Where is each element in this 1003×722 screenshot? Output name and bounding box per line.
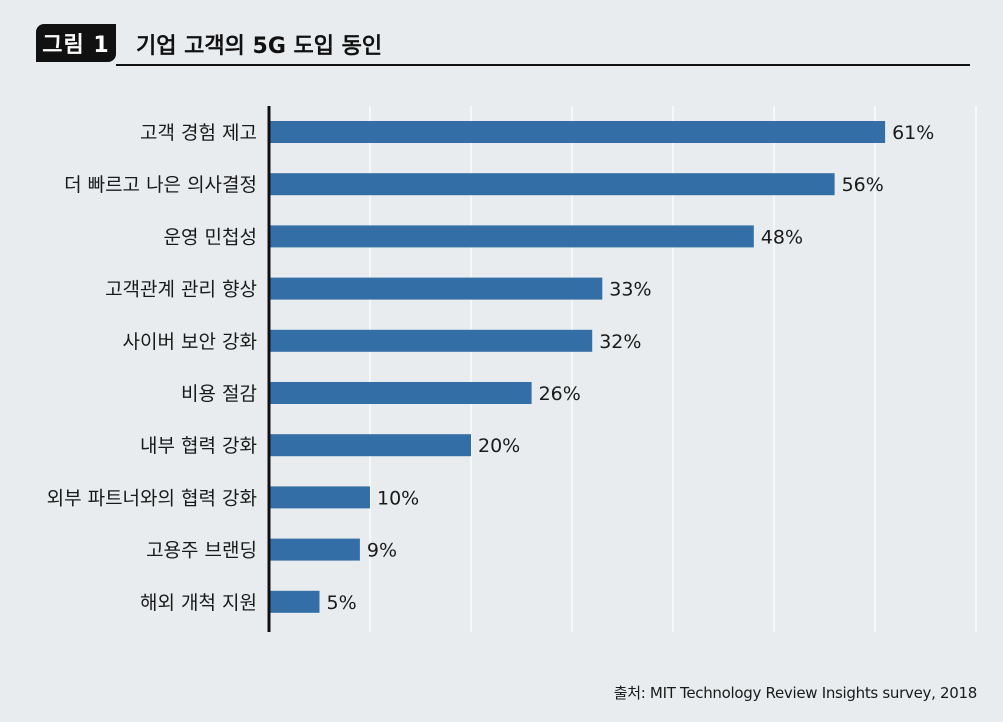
bar [269,121,886,143]
bar [269,434,471,457]
value-label: 61% [892,122,934,144]
category-label: 해외 개척 지원 [140,592,257,614]
bar [269,277,603,300]
header-rule [116,64,970,66]
source-note: 출처: MIT Technology Review Insights surve… [613,684,978,702]
bar [269,590,320,613]
category-label: 운영 민첩성 [164,226,257,248]
bar [269,382,532,404]
category-label: 고객관계 관리 향상 [105,279,257,301]
value-label: 5% [327,592,357,614]
value-label: 9% [367,540,397,562]
category-label: 사이버 보안 강화 [123,331,257,353]
category-label: 비용 절감 [181,383,257,405]
value-label: 56% [842,174,884,196]
figure-title: 기업 고객의 5G 도입 동인 [136,34,383,59]
bar [269,225,754,248]
bar [269,538,360,561]
value-label: 32% [599,331,641,353]
figure-label: 그림 1 [36,24,116,62]
category-label: 더 빠르고 나은 의사결정 [64,174,257,196]
category-label: 내부 협력 강화 [140,435,257,457]
value-label: 26% [539,383,581,405]
figure-header: 그림 1 기업 고객의 5G 도입 동인 [36,22,970,66]
bar [269,329,593,352]
bar [269,173,835,196]
category-label: 고용주 브랜딩 [146,540,257,562]
category-label: 고객 경험 제고 [140,122,257,144]
category-label: 외부 파트너와의 협력 강화 [47,487,257,509]
value-label: 33% [609,279,651,301]
value-label: 48% [761,226,803,248]
value-label: 20% [478,435,520,457]
value-label: 10% [377,487,419,509]
bar [269,486,370,509]
